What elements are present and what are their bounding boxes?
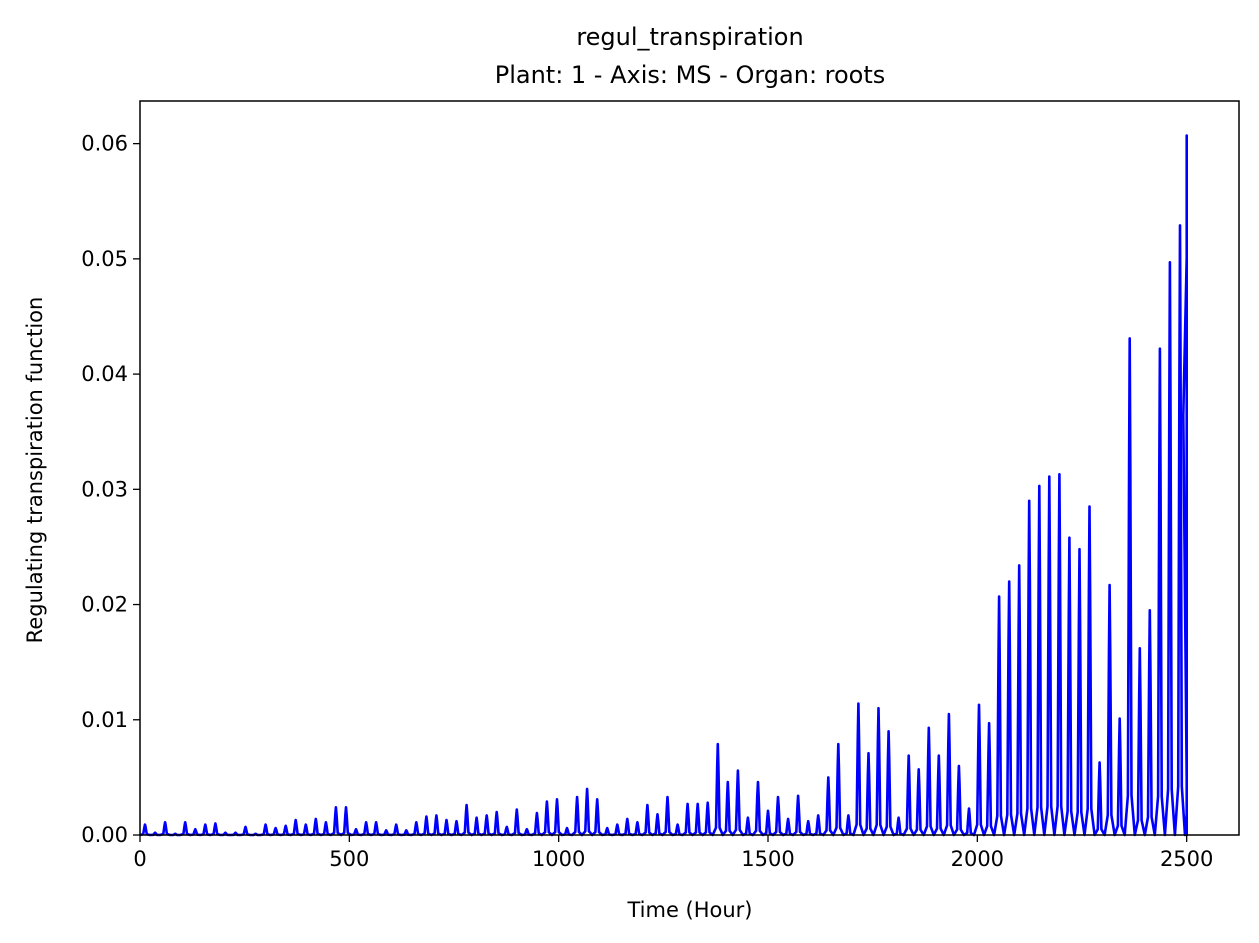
y-tick-label: 0.00 [81, 823, 128, 847]
x-tick-label: 1000 [532, 847, 585, 871]
chart-subtitle: Plant: 1 - Axis: MS - Organ: roots [495, 61, 886, 89]
x-tick-label: 2500 [1160, 847, 1213, 871]
x-tick-label: 2000 [951, 847, 1004, 871]
plot-frame [139, 100, 1240, 836]
x-axis-ticks: 0 500 1000 1500 2000 2500 [133, 835, 1213, 871]
y-tick-label: 0.02 [81, 593, 128, 617]
y-axis-ticks: 0.00 0.01 0.02 0.03 0.04 0.05 0.06 [81, 132, 140, 847]
y-tick-label: 0.03 [81, 477, 128, 501]
x-tick-label: 0 [133, 847, 146, 871]
y-tick-label: 0.05 [81, 247, 128, 271]
x-axis-label: Time (Hour) [626, 898, 752, 922]
y-tick-label: 0.01 [81, 708, 128, 732]
x-tick-label: 500 [329, 847, 369, 871]
y-axis-label: Regulating transpiration function [23, 297, 47, 644]
y-tick-label: 0.06 [81, 132, 128, 156]
y-tick-label: 0.04 [81, 362, 128, 386]
chart-title: regul_transpiration [576, 23, 803, 51]
series-layer [139, 134, 1188, 837]
series-line [139, 134, 1188, 837]
x-tick-label: 1500 [741, 847, 794, 871]
